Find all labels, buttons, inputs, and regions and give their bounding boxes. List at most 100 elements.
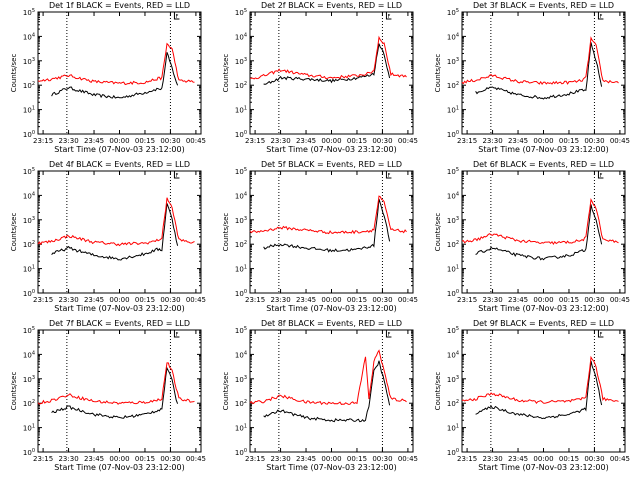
flag-label: F — [175, 14, 178, 20]
y-tick-label: 101 — [23, 265, 35, 274]
series-events-line — [263, 360, 391, 423]
flag-label: F — [175, 332, 178, 338]
panel-2: Det 2f BLACK = Events, RED = LLD 100 101 10… — [222, 1, 418, 154]
y-axis-label: Counts/sec — [434, 54, 442, 93]
panel-title: Det 3f BLACK = Events, RED = LLD — [473, 1, 614, 10]
y-tick-label: 102 — [235, 240, 247, 249]
y-tick-label: 103 — [23, 216, 35, 225]
x-tick-label: 00:15 — [135, 137, 155, 145]
y-tick-label: 105 — [447, 326, 459, 335]
axes-frame — [461, 329, 626, 453]
x-axis-label: Start Time (07-Nov-03 23:12:00) — [266, 304, 396, 313]
flag-marker — [597, 12, 604, 20]
y-tick-label: 100 — [235, 289, 247, 298]
x-tick-label: 00:00 — [533, 137, 553, 145]
x-tick-label: 00:15 — [347, 455, 367, 463]
y-tick-label: 104 — [23, 191, 35, 200]
x-tick-label: 00:15 — [559, 137, 579, 145]
y-tick-label: 100 — [235, 130, 247, 139]
x-tick-label: 00:00 — [533, 455, 553, 463]
x-tick-label: 23:45 — [84, 455, 104, 463]
y-tick-label: 103 — [235, 216, 247, 225]
flag-label: F — [599, 173, 602, 179]
panel-5: Det 5f BLACK = Events, RED = LLD 100 101 10… — [222, 160, 418, 313]
y-tick-label: 101 — [23, 424, 35, 433]
y-tick-label: 105 — [235, 326, 247, 335]
x-tick-label: 00:30 — [160, 455, 180, 463]
x-tick-label: 00:30 — [372, 455, 392, 463]
x-tick-label: 23:15 — [245, 455, 265, 463]
y-tick-label: 105 — [447, 8, 459, 17]
x-axis-label: Start Time (07-Nov-03 23:12:00) — [478, 304, 608, 313]
series-events-line — [475, 360, 603, 420]
x-axis-label: Start Time (07-Nov-03 23:12:00) — [54, 145, 184, 154]
x-axis-label: Start Time (07-Nov-03 23:12:00) — [54, 304, 184, 313]
x-tick-label: 00:30 — [584, 455, 604, 463]
y-tick-label: 101 — [447, 265, 459, 274]
flag-marker — [597, 171, 604, 179]
series-events-line — [263, 198, 391, 253]
x-tick-label: 00:45 — [186, 455, 206, 463]
panel-title: Det 9f BLACK = Events, RED = LLD — [473, 319, 614, 328]
flag-marker — [385, 171, 392, 179]
panel-7: Det 7f BLACK = Events, RED = LLD 100 101 10… — [10, 319, 206, 472]
y-tick-label: 102 — [447, 399, 459, 408]
panel-8: Det 8f BLACK = Events, RED = LLD 100 101 10… — [222, 319, 418, 472]
x-tick-label: 23:15 — [33, 296, 53, 304]
x-tick-label: 23:45 — [508, 455, 528, 463]
x-tick-label: 00:15 — [347, 296, 367, 304]
series-lld-line — [461, 36, 619, 85]
x-tick-label: 23:45 — [508, 296, 528, 304]
x-tick-label: 00:00 — [109, 455, 129, 463]
y-tick-label: 100 — [23, 289, 35, 298]
flag-label: F — [599, 332, 602, 338]
series-lld-line — [37, 197, 195, 247]
y-tick-label: 105 — [447, 167, 459, 176]
y-tick-label: 105 — [23, 167, 35, 176]
flag-label: F — [599, 14, 602, 20]
y-axis-label: Counts/sec — [10, 372, 18, 411]
x-tick-label: 23:15 — [457, 455, 477, 463]
x-tick-label: 23:45 — [296, 137, 316, 145]
x-tick-label: 23:45 — [84, 296, 104, 304]
x-tick-label: 00:30 — [160, 137, 180, 145]
x-tick-label: 23:45 — [508, 137, 528, 145]
y-tick-label: 105 — [235, 167, 247, 176]
y-tick-label: 103 — [23, 57, 35, 66]
x-tick-label: 00:00 — [321, 137, 341, 145]
y-axis-label: Counts/sec — [222, 54, 230, 93]
y-tick-label: 105 — [23, 326, 35, 335]
y-tick-label: 101 — [235, 265, 247, 274]
x-tick-label: 23:15 — [33, 137, 53, 145]
y-tick-label: 100 — [23, 130, 35, 139]
panel-9: Det 9f BLACK = Events, RED = LLD 100 101 10… — [434, 319, 630, 472]
x-tick-label: 00:45 — [610, 137, 630, 145]
panel-3: Det 3f BLACK = Events, RED = LLD 100 101 10… — [434, 1, 630, 154]
flag-label: F — [387, 332, 390, 338]
x-tick-label: 00:45 — [398, 455, 418, 463]
axes-frame — [461, 170, 626, 294]
x-tick-label: 00:45 — [610, 455, 630, 463]
y-tick-label: 100 — [447, 130, 459, 139]
x-tick-label: 23:30 — [58, 137, 78, 145]
panel-title: Det 7f BLACK = Events, RED = LLD — [49, 319, 190, 328]
y-tick-label: 104 — [447, 191, 459, 200]
flag-marker — [173, 171, 180, 179]
y-tick-label: 100 — [447, 289, 459, 298]
y-tick-label: 102 — [447, 81, 459, 90]
series-lld-line — [249, 349, 407, 406]
y-tick-label: 101 — [447, 424, 459, 433]
y-axis-label: Counts/sec — [222, 213, 230, 252]
x-tick-label: 00:45 — [398, 296, 418, 304]
panel-1: Det 1f BLACK = Events, RED = LLD 100 101 10… — [10, 1, 206, 154]
flag-marker — [173, 12, 180, 20]
y-tick-label: 102 — [23, 399, 35, 408]
y-tick-label: 104 — [23, 32, 35, 41]
x-tick-label: 00:45 — [186, 137, 206, 145]
x-axis-label: Start Time (07-Nov-03 23:12:00) — [266, 463, 396, 472]
x-tick-label: 23:15 — [33, 455, 53, 463]
series-lld-line — [461, 355, 619, 405]
y-tick-label: 103 — [235, 57, 247, 66]
series-lld-line — [250, 35, 407, 80]
y-tick-label: 104 — [235, 350, 247, 359]
